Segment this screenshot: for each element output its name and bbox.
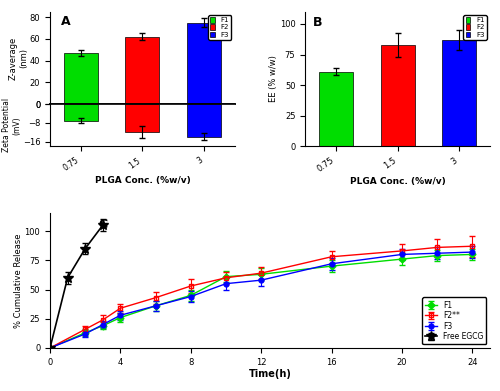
Y-axis label: % Cumulative Release: % Cumulative Release: [14, 233, 23, 328]
X-axis label: Time(h): Time(h): [248, 369, 292, 380]
Text: B: B: [312, 16, 322, 29]
Y-axis label: EE (% w/w): EE (% w/w): [270, 56, 278, 102]
Bar: [64, 53, 98, 104]
Y-axis label: Z-average
(nm): Z-average (nm): [9, 36, 29, 80]
Bar: [64, 104, 98, 120]
Legend: F1, F2, F3: F1, F2, F3: [464, 15, 486, 39]
Text: A: A: [61, 15, 70, 29]
Legend: F1, F2, F3: F1, F2, F3: [208, 15, 232, 39]
Legend: F1, F2**, F3, Free EGCG: F1, F2**, F3, Free EGCG: [422, 298, 486, 344]
Y-axis label: Zeta Potential
(mV): Zeta Potential (mV): [2, 98, 21, 152]
X-axis label: PLGA Conc. (%w/v): PLGA Conc. (%w/v): [94, 176, 190, 185]
Bar: [380, 45, 414, 146]
X-axis label: PLGA Conc. (%w/v): PLGA Conc. (%w/v): [350, 177, 446, 186]
Bar: [126, 37, 160, 104]
Bar: [187, 104, 221, 137]
Bar: [319, 72, 353, 146]
Bar: [126, 104, 160, 132]
Text: C: C: [98, 217, 108, 231]
Bar: [442, 40, 476, 146]
Bar: [187, 23, 221, 104]
